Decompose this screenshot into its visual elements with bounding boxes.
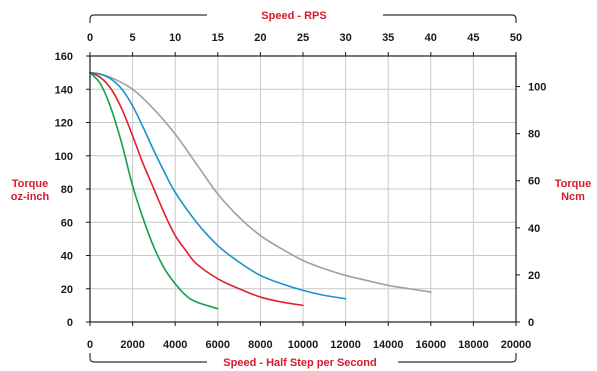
bottom-axis-title: Speed - Half Step per Second <box>223 357 376 369</box>
bottom-axis-tick-label: 10000 <box>288 339 319 351</box>
right-axis-tick-label: 100 <box>528 82 546 94</box>
top-axis-tick-label: 50 <box>510 32 522 44</box>
right-axis-tick-label: 80 <box>528 129 540 141</box>
bottom-axis-tick-label: 4000 <box>163 339 187 351</box>
left-axis-tick-label: 40 <box>61 251 73 263</box>
bottom-axis-tick-label: 18000 <box>458 339 489 351</box>
top-axis-bracket <box>89 14 517 23</box>
left-axis-tick-label: 80 <box>61 184 73 196</box>
top-axis-title: Speed - RPS <box>261 10 326 22</box>
left-axis-tick-label: 20 <box>61 284 73 296</box>
right-axis-tick-label: 20 <box>528 270 540 282</box>
left-axis-tick-label: 120 <box>55 118 73 130</box>
top-axis-tick-label: 20 <box>254 32 266 44</box>
series-line-2 <box>89 71 347 300</box>
series-line-4 <box>89 71 219 310</box>
right-axis-title-line1: Torque <box>555 178 591 190</box>
top-axis-tick-label: 10 <box>169 32 181 44</box>
top-axis-tick-label: 40 <box>425 32 437 44</box>
series-line-1 <box>89 71 432 293</box>
bottom-axis-tick-label: 14000 <box>373 339 404 351</box>
plot-frame <box>89 55 517 323</box>
right-axis-title-line2: Ncm <box>561 191 585 203</box>
left-axis-title-line1: Torque <box>12 178 48 190</box>
bottom-axis-tick-label: 16000 <box>416 339 447 351</box>
left-axis-tick-label: 140 <box>55 84 73 96</box>
right-axis-tick-label: 0 <box>528 317 534 329</box>
top-axis-tick-label: 45 <box>467 32 479 44</box>
top-axis-tick-label: 25 <box>297 32 309 44</box>
right-axis-tick-label: 60 <box>528 176 540 188</box>
bottom-axis-tick-label: 20000 <box>501 339 532 351</box>
left-axis-title-line2: oz-inch <box>11 191 50 203</box>
left-axis-tick-label: 60 <box>61 217 73 229</box>
bottom-axis-tick-label: 12000 <box>330 339 361 351</box>
left-axis-tick-label: 0 <box>67 317 73 329</box>
bottom-axis-bracket <box>89 353 517 363</box>
top-axis-tick-label: 35 <box>382 32 394 44</box>
top-axis-tick-label: 30 <box>339 32 351 44</box>
top-axis-tick-label: 15 <box>212 32 224 44</box>
right-axis-tick-label: 40 <box>528 223 540 235</box>
series-line-3 <box>89 71 304 307</box>
bottom-axis-tick-label: 2000 <box>120 339 144 351</box>
top-axis-tick-label: 0 <box>87 32 93 44</box>
top-axis-tick-label: 5 <box>130 32 136 44</box>
bottom-axis-tick-label: 0 <box>87 339 93 351</box>
left-axis-tick-label: 160 <box>55 51 73 63</box>
left-axis-tick-label: 100 <box>55 151 73 163</box>
bottom-axis-tick-label: 8000 <box>248 339 272 351</box>
bottom-axis-tick-label: 6000 <box>206 339 230 351</box>
